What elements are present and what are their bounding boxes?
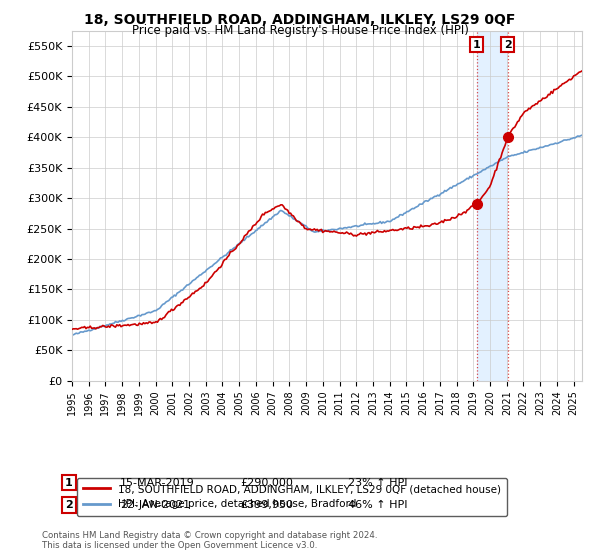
Text: £399,950: £399,950: [240, 500, 293, 510]
Text: 18, SOUTHFIELD ROAD, ADDINGHAM, ILKLEY, LS29 0QF: 18, SOUTHFIELD ROAD, ADDINGHAM, ILKLEY, …: [85, 13, 515, 27]
Text: 46% ↑ HPI: 46% ↑ HPI: [348, 500, 407, 510]
Text: Price paid vs. HM Land Registry's House Price Index (HPI): Price paid vs. HM Land Registry's House …: [131, 24, 469, 37]
Bar: [477, 31, 508, 381]
Text: 1: 1: [65, 478, 73, 488]
Text: 15-MAR-2019: 15-MAR-2019: [120, 478, 195, 488]
Text: 22-JAN-2021: 22-JAN-2021: [120, 500, 190, 510]
Text: 2: 2: [65, 500, 73, 510]
Text: 1: 1: [473, 40, 481, 49]
Text: 23% ↑ HPI: 23% ↑ HPI: [348, 478, 407, 488]
Text: £290,000: £290,000: [240, 478, 293, 488]
Text: 2: 2: [504, 40, 511, 49]
Legend: 18, SOUTHFIELD ROAD, ADDINGHAM, ILKLEY, LS29 0QF (detached house), HPI: Average : 18, SOUTHFIELD ROAD, ADDINGHAM, ILKLEY, …: [77, 478, 507, 516]
Text: Contains HM Land Registry data © Crown copyright and database right 2024.
This d: Contains HM Land Registry data © Crown c…: [42, 530, 377, 550]
